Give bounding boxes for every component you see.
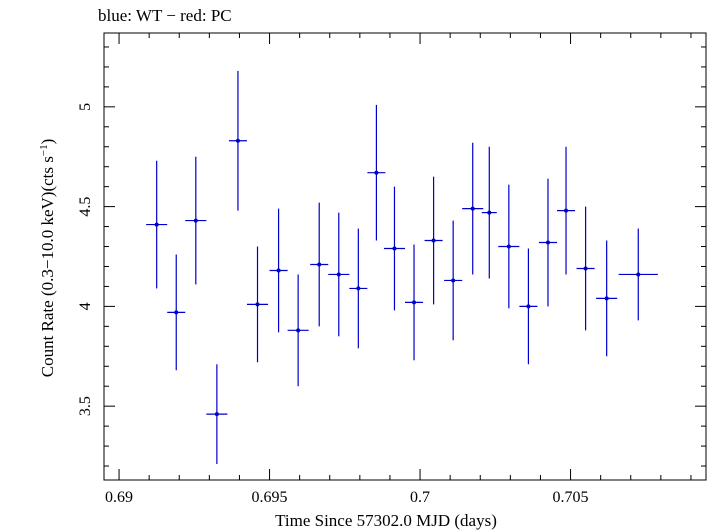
data-point [269,208,288,333]
y-tick-label: 5 [77,103,94,111]
data-point [349,228,368,349]
data-point [576,206,595,331]
point-marker [583,266,588,271]
data-point [287,274,309,387]
point-marker [317,262,322,267]
point-marker [412,300,417,305]
data-point [557,146,576,275]
point-marker [374,170,379,175]
data-point [618,228,658,321]
y-tick-label: 4 [77,302,94,310]
chart-title: blue: WT − red: PC [98,6,232,25]
data-point [538,178,558,307]
data-point [596,240,618,357]
point-marker [174,310,179,315]
y-axis-label-superscript: −1 [38,144,50,156]
data-points [146,70,658,465]
y-axis-label-close: ) [38,139,57,145]
point-marker [545,240,550,245]
point-marker [255,302,260,307]
point-marker [296,328,301,333]
point-marker [451,278,456,283]
point-marker [470,206,475,211]
data-point [167,254,186,371]
point-marker [214,412,219,417]
point-marker [636,272,641,277]
point-marker [193,218,198,223]
data-point [481,146,497,279]
data-point [498,184,520,309]
data-point [383,186,405,311]
data-point [146,160,168,289]
point-marker [356,286,361,291]
y-tick-label: 4.5 [77,197,94,217]
data-point [185,156,207,285]
data-point [519,248,538,365]
x-tick-label: 0.69 [105,489,133,506]
y-axis-label: Count Rate (0.3−10.0 keV)(cts s−1) [38,139,57,378]
axis-ticks [104,33,706,480]
data-point [310,202,329,327]
y-axis-label-main: Count Rate (0.3−10.0 keV)(cts s [38,156,57,377]
point-marker [526,304,531,309]
data-point [246,246,269,363]
point-marker [154,222,159,227]
point-marker [276,268,281,273]
axis-tick-labels: 0.69 0.695 0.7 0.705 3.5 4 4.5 5 [77,103,589,506]
data-point [328,212,350,337]
y-tick-label: 3.5 [77,396,94,416]
point-marker [487,210,492,215]
point-marker [604,296,609,301]
data-point [462,142,484,275]
plot-frame [103,32,707,481]
point-marker [336,272,341,277]
point-marker [564,208,569,213]
point-marker [431,238,436,243]
point-marker [506,244,511,249]
data-point [367,104,386,241]
x-axis-label: Time Since 57302.0 MJD (days) [275,511,497,530]
data-point [228,70,247,211]
x-tick-label: 0.7 [410,489,430,506]
x-tick-label: 0.695 [252,489,288,506]
point-marker [392,246,397,251]
x-tick-label: 0.705 [553,489,589,506]
data-point [424,176,443,305]
data-point [206,364,228,465]
data-point [444,220,463,341]
point-marker [235,138,240,143]
data-point [405,244,424,361]
